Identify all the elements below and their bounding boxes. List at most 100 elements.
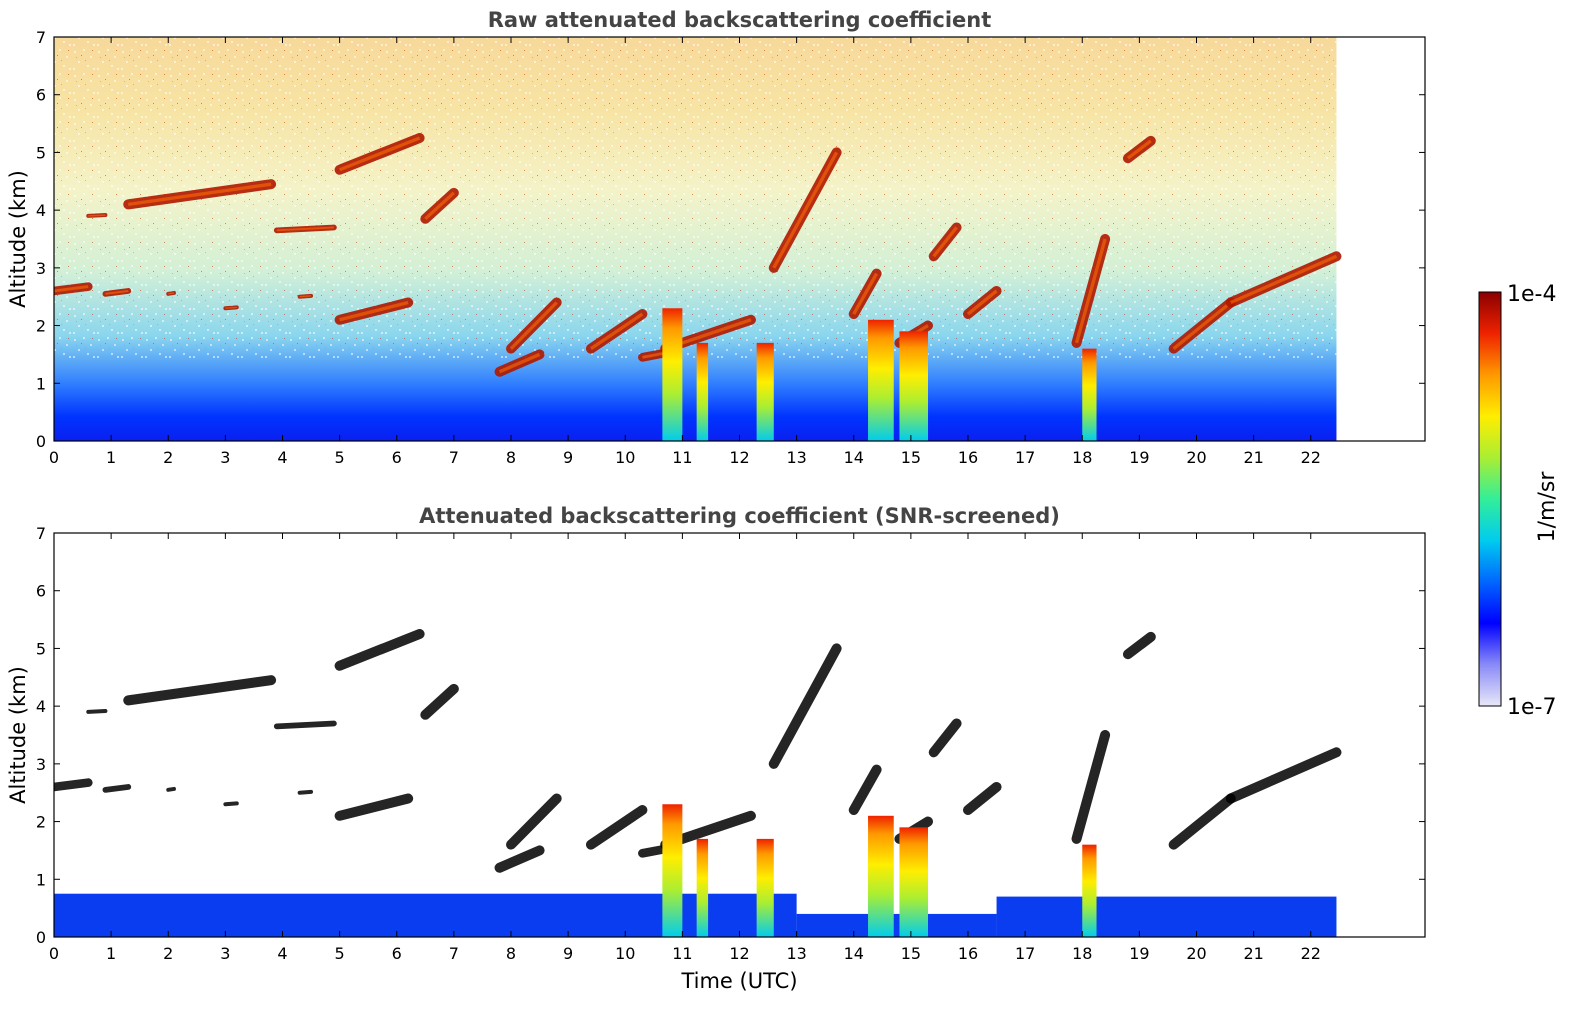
cloud-layer-edge xyxy=(276,226,334,232)
x-tick-label: 17 xyxy=(1015,944,1035,963)
x-tick-label: 10 xyxy=(615,448,635,467)
cloud-layer-edge xyxy=(54,285,89,293)
x-tick-label: 22 xyxy=(1301,944,1321,963)
x-tick-label: 7 xyxy=(449,944,459,963)
cloud-layer xyxy=(223,801,239,807)
x-tick-label: 7 xyxy=(449,448,459,467)
snr-x-axis: 0 1 2 3 4 5 6 7 8 9 10 11 12 13 14 15 16 17 18 19 20 21 22 xyxy=(49,533,1321,963)
raw-heatmap xyxy=(54,37,1342,441)
cloud-layer-edge xyxy=(88,214,106,217)
cloud-layer-edge xyxy=(590,312,644,351)
y-tick-label: 0 xyxy=(36,432,46,451)
snr-plot-frame xyxy=(53,532,1426,938)
x-tick-label: 4 xyxy=(277,448,287,467)
y-tick-label: 2 xyxy=(36,813,46,832)
x-tick-label: 4 xyxy=(277,944,287,963)
y-tick-label: 6 xyxy=(36,582,46,601)
cloud-layer-edge xyxy=(299,295,312,298)
cloud-layer-edge xyxy=(424,191,455,221)
cloud-layer xyxy=(506,793,562,850)
x-tick-label: 1 xyxy=(106,944,116,963)
x-tick-label: 17 xyxy=(1015,448,1035,467)
x-tick-label: 3 xyxy=(220,448,230,467)
precipitation-column xyxy=(868,319,894,441)
x-tick-label: 9 xyxy=(563,944,573,963)
x-tick-label: 6 xyxy=(392,448,402,467)
x-tick-label: 19 xyxy=(1129,448,1149,467)
cloud-layer xyxy=(1122,631,1156,660)
colorbar-gradient xyxy=(1478,291,1502,707)
y-tick-label: 3 xyxy=(36,755,46,774)
x-tick-label: 14 xyxy=(844,448,864,467)
y-tick-label: 2 xyxy=(36,317,46,336)
cloud-layer xyxy=(54,778,93,792)
x-tick-label: 0 xyxy=(49,448,59,467)
x-tick-label: 21 xyxy=(1243,944,1263,963)
cloud-layer xyxy=(102,784,132,793)
cloud-layer xyxy=(1225,747,1342,804)
raw-x-axis: 0 1 2 3 4 5 6 7 8 9 10 11 12 13 14 15 16 17 18 19 20 21 22 xyxy=(49,37,1321,467)
x-tick-label: 6 xyxy=(392,944,402,963)
cloud-layer xyxy=(420,683,459,720)
colorbar-max-label: 1e-4 xyxy=(1507,282,1556,307)
x-tick-label: 16 xyxy=(958,448,978,467)
precipitation-column xyxy=(662,804,683,937)
cloud-layer-edge xyxy=(1230,254,1338,305)
precipitation-column xyxy=(1082,844,1097,937)
cloud-layer-edge xyxy=(498,352,541,374)
snr-boundary-layer xyxy=(54,893,797,937)
y-tick-label: 6 xyxy=(36,86,46,105)
colorbar-min-label: 1e-7 xyxy=(1507,695,1556,720)
precipitation-column xyxy=(868,815,894,937)
y-tick-label: 5 xyxy=(36,143,46,162)
cloud-layer xyxy=(123,675,277,706)
snr-boundary-layer xyxy=(796,913,997,937)
cloud-layer-edge xyxy=(105,289,129,295)
x-tick-label: 19 xyxy=(1129,944,1149,963)
cloud-layer xyxy=(166,786,176,792)
cloud-layer-edge xyxy=(642,351,666,359)
y-tick-label: 3 xyxy=(36,259,46,278)
x-tick-label: 2 xyxy=(163,944,173,963)
precipitation-column xyxy=(899,331,929,441)
cloud-layer-edge xyxy=(225,306,237,309)
raw-y-axis: 0 1 2 3 4 5 6 7 xyxy=(36,28,1425,451)
cloud-layer-edge xyxy=(339,300,409,322)
precipitation-column xyxy=(662,308,683,441)
x-tick-label: 3 xyxy=(220,944,230,963)
colorbar-unit-label: 1/m/sr xyxy=(1535,471,1560,543)
precipitation-column xyxy=(756,838,774,937)
snr-boundary-layer xyxy=(996,896,1337,937)
x-tick-label: 11 xyxy=(672,944,692,963)
cloud-layer xyxy=(1071,730,1111,844)
x-tick-label: 12 xyxy=(729,944,749,963)
precipitation-column xyxy=(1082,348,1097,441)
cloud-layer xyxy=(334,629,425,671)
x-tick-label: 14 xyxy=(844,944,864,963)
x-tick-label: 18 xyxy=(1072,448,1092,467)
cloud-layer xyxy=(334,793,414,821)
x-tick-label: 2 xyxy=(163,448,173,467)
snr-y-axis: 0 1 2 3 4 5 6 7 xyxy=(36,524,1425,947)
cloud-layer-edge xyxy=(852,272,879,315)
y-tick-label: 1 xyxy=(36,870,46,889)
x-tick-label: 0 xyxy=(49,944,59,963)
x-tick-label: 13 xyxy=(786,448,806,467)
cloud-layer-edge xyxy=(772,151,839,269)
precipitation-column xyxy=(899,827,929,937)
y-tick-label: 4 xyxy=(36,201,46,220)
precipitation-column xyxy=(696,342,709,441)
snr-heatmap xyxy=(54,629,1342,937)
raw-y-axis-label: Altitude (km) xyxy=(6,170,30,308)
precipitation-column xyxy=(756,342,774,441)
x-tick-label: 9 xyxy=(563,448,573,467)
x-tick-label: 22 xyxy=(1301,448,1321,467)
cloud-layer-edge xyxy=(1126,139,1152,160)
cloud-layer xyxy=(638,844,670,858)
snr-y-axis-label: Altitude (km) xyxy=(6,666,30,804)
cloud-layer-edge xyxy=(966,289,998,316)
x-tick-label: 15 xyxy=(901,448,921,467)
cloud-layer xyxy=(963,781,1002,816)
cloud-layer xyxy=(273,720,337,730)
